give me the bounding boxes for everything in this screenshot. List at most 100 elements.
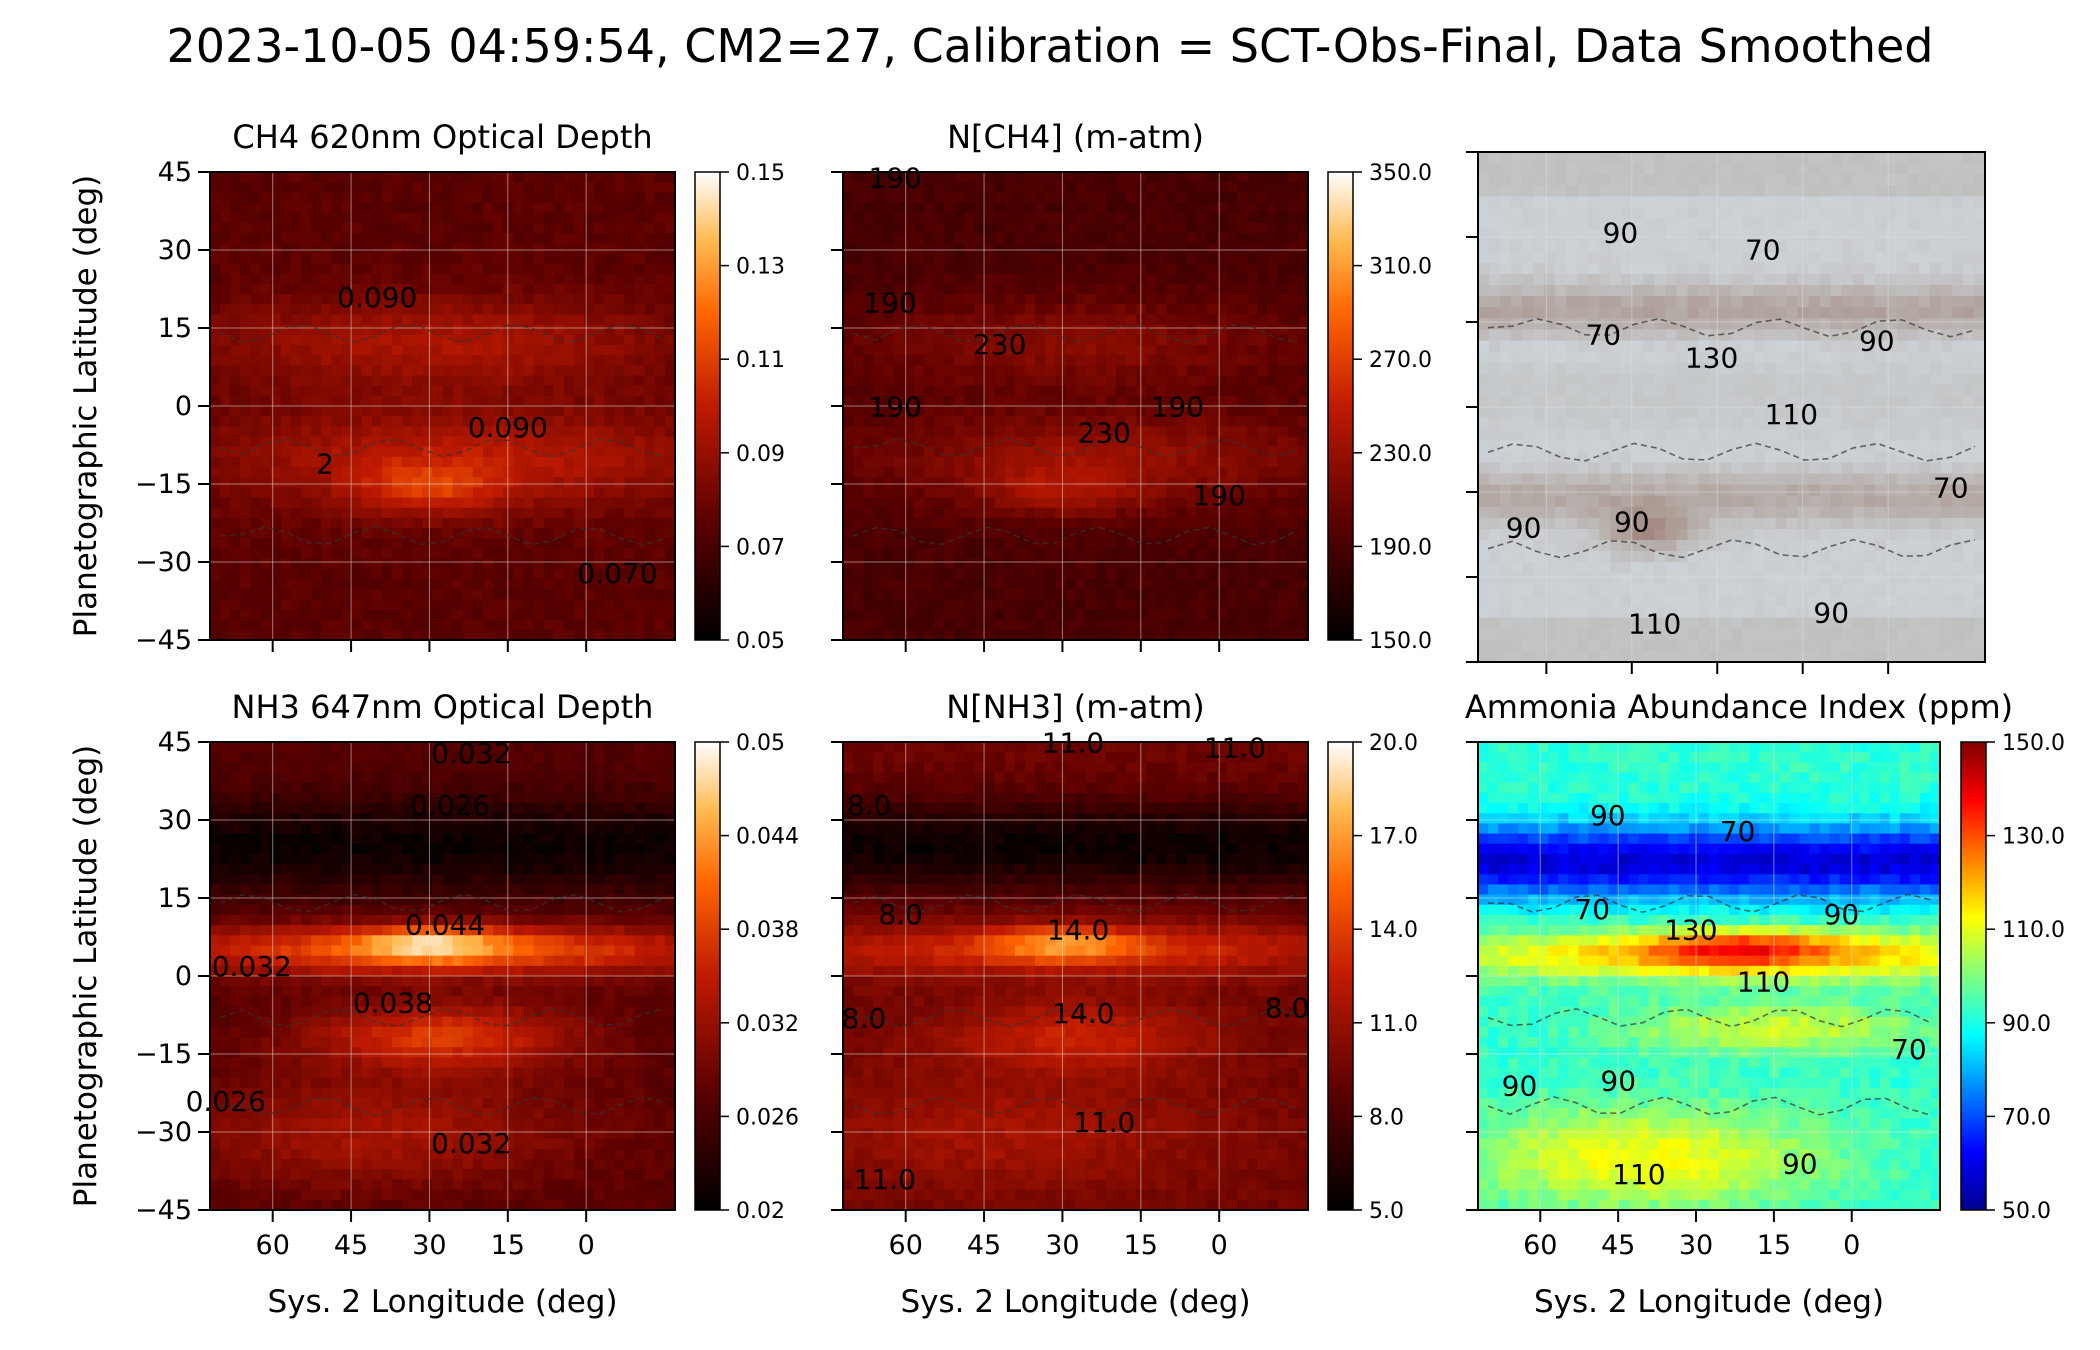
- heatmap-cell: [1544, 650, 1556, 663]
- heatmap-cell: [331, 538, 343, 550]
- heatmap-cell: [1522, 218, 1534, 231]
- heatmap-cell: [584, 578, 595, 590]
- heatmap-cell: [654, 395, 666, 407]
- heatmap-cell: [1257, 507, 1269, 519]
- heatmap-cell: [1599, 517, 1611, 530]
- heatmap-cell: [873, 558, 885, 570]
- heatmap-cell: [1055, 334, 1066, 346]
- heatmap-cell: [1217, 467, 1228, 478]
- heatmap-cell: [1146, 375, 1157, 387]
- heatmap-cell: [1227, 385, 1238, 397]
- heatmap-cell: [974, 609, 986, 621]
- heatmap-cell: [913, 334, 925, 346]
- heatmap-cell: [1176, 487, 1188, 499]
- heatmap-cell: [624, 578, 636, 590]
- y-tick-label: 30: [158, 235, 192, 266]
- heatmap-cell: [1533, 440, 1545, 452]
- heatmap-cell: [321, 436, 332, 448]
- heatmap-cell: [1297, 182, 1309, 193]
- heatmap-cell: [1014, 406, 1026, 417]
- heatmap-cell: [1095, 497, 1107, 509]
- heatmap-cell: [1566, 296, 1578, 308]
- heatmap-cell: [210, 497, 221, 509]
- heatmap-cell: [260, 375, 272, 387]
- heatmap-cell: [412, 599, 423, 611]
- heatmap-cell: [1522, 617, 1534, 630]
- heatmap-cell: [1136, 568, 1147, 580]
- heatmap-cell: [1610, 606, 1622, 619]
- heatmap-cell: [1610, 296, 1622, 308]
- heatmap-cell: [391, 456, 403, 468]
- heatmap-cell: [482, 283, 494, 295]
- heatmap-cell: [442, 355, 454, 366]
- heatmap-cell: [321, 416, 332, 427]
- heatmap-cell: [903, 456, 915, 468]
- heatmap-cell: [1287, 629, 1299, 641]
- heatmap-cell: [250, 497, 262, 509]
- heatmap-cell: [1610, 495, 1622, 508]
- heatmap-cell: [1267, 202, 1279, 214]
- heatmap-cell: [391, 182, 403, 193]
- heatmap-cell: [1014, 528, 1026, 539]
- heatmap-cell: [1176, 365, 1188, 377]
- heatmap-cell: [300, 619, 312, 631]
- heatmap-cell: [964, 273, 976, 285]
- heatmap-cell: [903, 538, 915, 550]
- heatmap-cell: [402, 263, 413, 275]
- heatmap-cell: [903, 304, 915, 316]
- heatmap-cell: [442, 344, 454, 356]
- heatmap-cell: [984, 334, 996, 346]
- heatmap-cell: [863, 538, 874, 550]
- heatmap-cell: [563, 192, 575, 204]
- heatmap-cell: [452, 487, 464, 499]
- heatmap-cell: [1075, 243, 1087, 254]
- heatmap-cell: [893, 314, 905, 326]
- heatmap-cell: [1500, 285, 1512, 297]
- heatmap-cell: [573, 212, 585, 224]
- heatmap-cell: [843, 172, 854, 183]
- heatmap-cell: [933, 629, 945, 641]
- heatmap-cell: [1287, 395, 1299, 407]
- heatmap-cell: [321, 578, 332, 590]
- heatmap-cell: [1014, 192, 1026, 204]
- heatmap-cell: [1588, 285, 1600, 297]
- heatmap-cell: [624, 497, 636, 509]
- heatmap-cell: [654, 375, 666, 387]
- heatmap-cell: [1126, 548, 1137, 560]
- heatmap-cell: [1544, 517, 1556, 530]
- heatmap-cell: [614, 568, 626, 580]
- heatmap-cell: [1555, 573, 1567, 585]
- heatmap-cell: [311, 273, 322, 285]
- heatmap-cell: [1105, 263, 1117, 275]
- heatmap-cell: [964, 517, 976, 529]
- heatmap-cell: [1014, 344, 1026, 356]
- heatmap-cell: [1024, 467, 1036, 478]
- heatmap-cell: [1277, 202, 1289, 214]
- heatmap-cell: [1511, 395, 1523, 408]
- heatmap-cell: [584, 212, 595, 224]
- heatmap-cell: [533, 182, 545, 193]
- heatmap-cell: [1577, 296, 1589, 308]
- heatmap-cell: [270, 172, 282, 183]
- heatmap-cell: [1287, 294, 1299, 305]
- heatmap-cell: [1126, 416, 1137, 427]
- heatmap-cell: [964, 629, 976, 641]
- heatmap-cell: [1045, 629, 1056, 641]
- heatmap-cell: [1156, 222, 1168, 234]
- heatmap-cell: [300, 182, 312, 193]
- heatmap-cell: [321, 487, 332, 499]
- heatmap-cell: [543, 517, 555, 529]
- heatmap-cell: [1136, 517, 1147, 529]
- heatmap-cell: [482, 589, 494, 600]
- heatmap-cell: [1014, 324, 1026, 336]
- heatmap-cell: [1566, 628, 1578, 641]
- heatmap-cell: [873, 395, 885, 407]
- heatmap-cell: [1522, 229, 1534, 242]
- heatmap-cell: [853, 416, 864, 427]
- heatmap-cell: [1577, 251, 1589, 264]
- heatmap-cell: [412, 507, 423, 519]
- heatmap-cell: [664, 304, 676, 316]
- heatmap-cell: [1610, 218, 1622, 231]
- heatmap-cell: [644, 568, 656, 580]
- heatmap-cell: [654, 487, 666, 499]
